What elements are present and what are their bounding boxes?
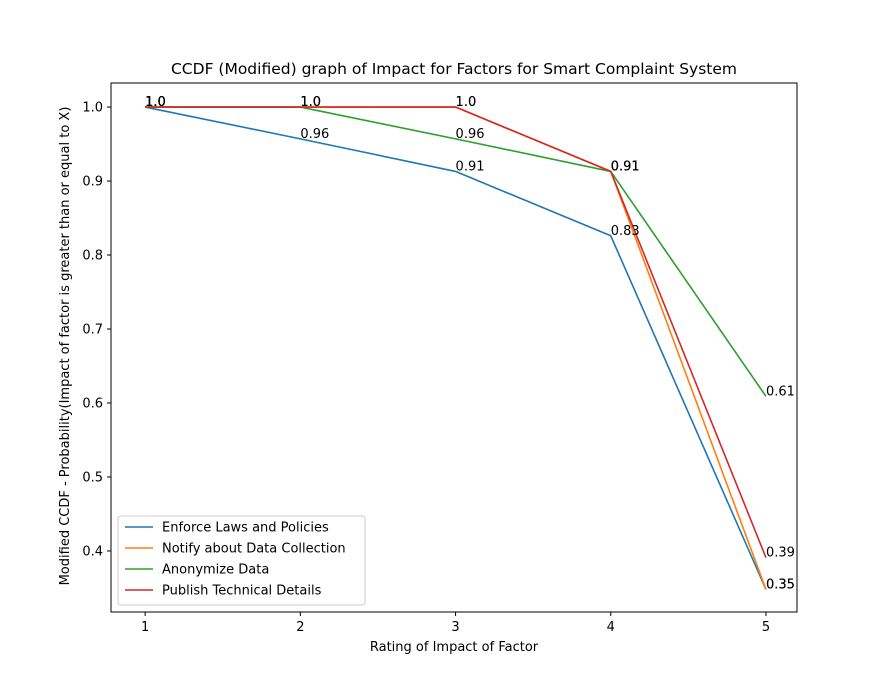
legend-box (117, 515, 366, 606)
data-label: 0.96 (300, 127, 329, 142)
legend: Enforce Laws and Policies Notify about Da… (117, 515, 366, 606)
y-tick-label: 0.7 (82, 323, 103, 338)
data-label: 0.39 (766, 546, 795, 561)
data-label: 1.0 (145, 95, 166, 110)
data-label: 1.0 (300, 95, 321, 110)
plot-area-frame (110, 82, 798, 613)
data-label: 0.61 (766, 384, 795, 399)
data-label: 0.35 (766, 577, 795, 592)
x-tick-label: 1 (141, 620, 149, 635)
series-line-3 (145, 106, 767, 397)
data-label: 1.0 (300, 95, 321, 110)
data-label: 1.0 (300, 95, 321, 110)
y-tick-label: 0.5 (82, 470, 103, 485)
data-label: 0.83 (611, 224, 640, 239)
x-tick-label: 3 (451, 620, 459, 635)
y-tick-label: 0.4 (82, 544, 103, 559)
data-label: 1.0 (456, 95, 477, 110)
data-label: 0.96 (456, 127, 485, 142)
data-label: 1.0 (145, 95, 166, 110)
series-lines (144, 106, 767, 590)
y-tick-label: 0.6 (82, 396, 103, 411)
data-label: 0.91 (611, 159, 640, 174)
y-axis-label: Modified CCDF - Probability(Impact of fa… (58, 107, 73, 586)
data-label: 0.35 (766, 577, 795, 592)
data-label: 0.91 (456, 159, 485, 174)
y-tick-label: 0.9 (82, 175, 103, 190)
chart-title: CCDF (Modified) graph of Impact for Fact… (171, 60, 737, 78)
y-tick-label: 1.0 (82, 101, 103, 116)
x-tick-label: 2 (296, 620, 304, 635)
x-axis-label: Rating of Impact of Factor (370, 640, 539, 655)
data-label: 1.0 (145, 95, 166, 110)
legend-entry: Enforce Laws and Policies (162, 521, 329, 536)
data-labels: 1.00.960.910.830.351.0 1.0 1.00.910.351.0 1… (145, 95, 795, 592)
y-tick-label: 0.8 (82, 249, 103, 264)
data-label: 1.0 (145, 95, 166, 110)
axis-ticks: 1 2 3 4 5 0.4 0.5 0.6 0.7 0.8 0.9 1.0 (82, 101, 770, 635)
legend-entry: Notify about Data Collection (162, 542, 346, 557)
legend-entry: Publish Technical Details (162, 584, 322, 599)
x-tick-label: 5 (762, 620, 770, 635)
series-line-4 (145, 106, 767, 558)
legend-entry: Anonymize Data (162, 563, 269, 578)
data-label: 0.91 (611, 159, 640, 174)
data-label: 1.0 (456, 95, 477, 110)
x-tick-label: 4 (607, 620, 615, 635)
data-label: 0.91 (611, 159, 640, 174)
series-line-1 (144, 106, 767, 590)
